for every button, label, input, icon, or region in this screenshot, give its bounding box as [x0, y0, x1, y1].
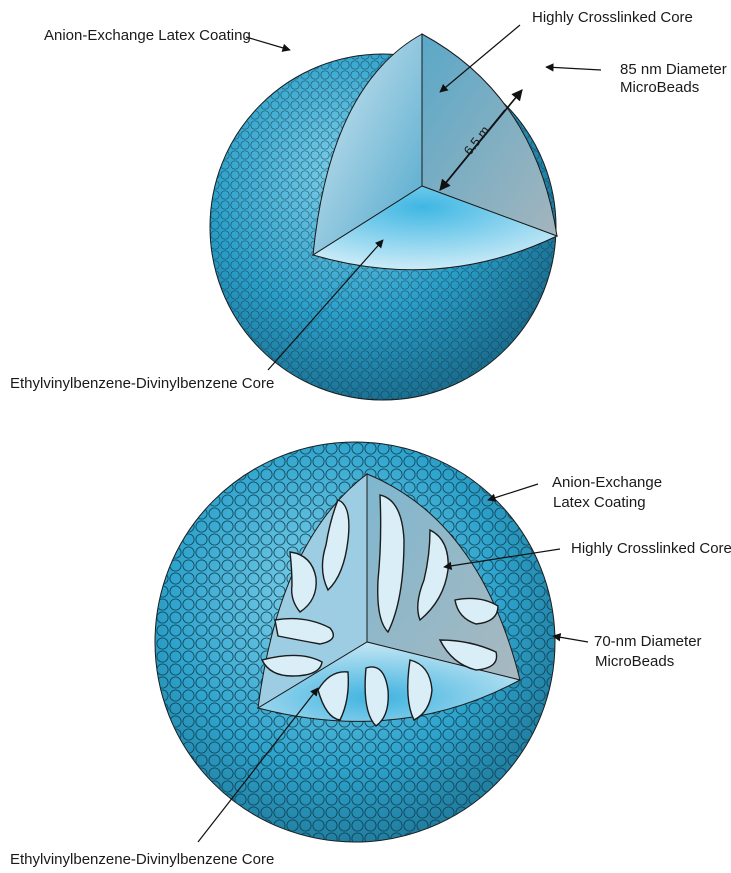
top-cut-face-right — [421, 33, 558, 237]
bottom-evb-label: Ethylvinylbenzene-Divinylbenzene Core — [10, 851, 274, 868]
top-microbeads-label-line2: MicroBeads — [620, 79, 699, 96]
bottom-microbeads-label-line2: MicroBeads — [595, 653, 674, 670]
bottom-pore-channels — [260, 494, 499, 727]
top-microbeads-arrow — [545, 63, 602, 72]
bottom-microbeads-label-line1: 70-nm Diameter — [594, 633, 702, 650]
top-evb-label: Ethylvinylbenzene-Divinylbenzene Core — [10, 375, 274, 392]
top-diagram: 6.5 m Anion-Exchange Latex Coating Highl… — [10, 9, 727, 401]
bottom-latex-label-line2: Latex Coating — [553, 494, 646, 511]
top-radius-arrow-back — [439, 109, 506, 191]
pore-channel — [317, 671, 350, 721]
bottom-diagram: Anion-Exchange Latex Coating Highly Cros… — [10, 441, 731, 868]
bottom-microbeads-arrow — [552, 633, 589, 643]
top-microbeads-label-line1: 85 nm Diameter — [620, 61, 727, 78]
bottom-latex-label-line1: Anion-Exchange — [552, 474, 662, 491]
top-cutaway — [311, 33, 559, 271]
bottom-evb-arrow — [197, 687, 319, 843]
top-core-arrow — [439, 24, 521, 93]
pore-channel — [321, 499, 350, 592]
pore-channel — [260, 654, 323, 677]
top-cut-face-left — [312, 33, 423, 256]
pore-channel — [407, 659, 433, 721]
pore-channel — [289, 551, 317, 613]
bottom-latex-arrow — [487, 483, 539, 502]
top-core-label: Highly Crosslinked Core — [532, 9, 693, 26]
top-latex-arrow — [245, 36, 291, 52]
bottom-core-arrow — [443, 548, 561, 570]
bottom-cutaway — [256, 472, 522, 727]
top-latex-label: Anion-Exchange Latex Coating — [44, 27, 251, 44]
pore-channel — [274, 617, 334, 645]
pore-channel — [377, 494, 405, 634]
pore-channel — [417, 528, 449, 622]
bottom-core-label: Highly Crosslinked Core — [571, 540, 731, 557]
pore-channel — [364, 666, 389, 727]
pore-channel — [438, 639, 498, 671]
top-cut-face-bottom — [311, 185, 559, 271]
top-evb-arrow — [267, 239, 384, 371]
pore-channel — [454, 597, 499, 625]
